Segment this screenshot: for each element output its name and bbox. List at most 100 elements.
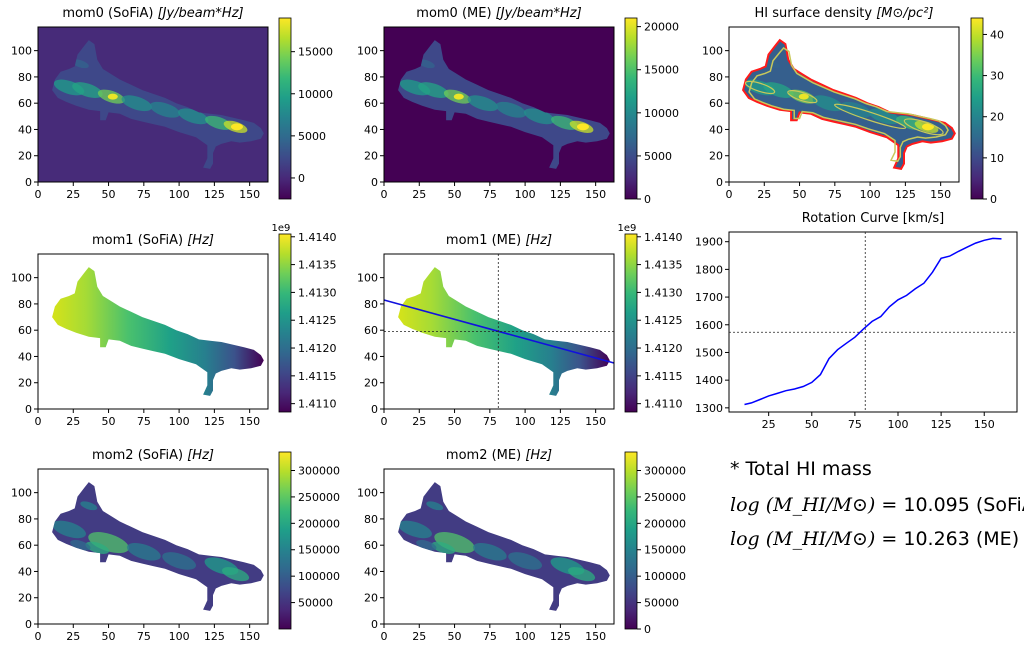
- mom1-sofia-panel: mom1 (SoFiA) [Hz] 0 25 50 75 100 125 150 0 20 40 60…: [11, 223, 337, 428]
- mom1-me-colorbar-tick-label: 1.4110: [644, 398, 683, 411]
- hi-density-peak-east: [921, 123, 934, 131]
- mom0-me-peak-west: [453, 93, 464, 100]
- mom0-me-colorbar-tick-label: 20000: [644, 21, 679, 34]
- mom2-sofia-colorbar-tick-label: 300000: [298, 464, 340, 477]
- hi-density-y-tick-label: 40: [709, 123, 723, 136]
- mom0-sofia-y-tick-label: 20: [18, 150, 32, 163]
- rotation-curve-y-tick-label: 1400: [695, 374, 723, 387]
- mom0-me-x-tick-label: 150: [585, 188, 606, 201]
- mom1-sofia-title: mom1 (SoFiA) [Hz]: [92, 233, 214, 248]
- mom1-sofia-colorbar-offset: 1e9: [272, 223, 291, 234]
- mom2-sofia-x-tick-label: 100: [169, 630, 190, 643]
- mom1-me-x-tick-label: 150: [585, 415, 606, 428]
- hi-density-peak-west: [798, 93, 809, 100]
- mom0-sofia-colorbar-tick-label: 10000: [298, 88, 333, 101]
- mom1-me-colorbar-tick-label: 1.4130: [644, 286, 683, 299]
- mom1-sofia-frame-top: [37, 253, 269, 410]
- hi-density-x-tick-label: 150: [930, 188, 951, 201]
- mom0-sofia-peak-east: [230, 123, 243, 131]
- mom2-me-y-tick-label: 0: [371, 618, 378, 631]
- mom0-sofia-emission-blob: [121, 95, 153, 112]
- mom2-me-colorbar-tick-label: 150000: [644, 544, 686, 557]
- mom0-me-colorbar-tick-label: 0: [644, 193, 651, 206]
- mom2-sofia-y-tick-label: 40: [18, 565, 32, 578]
- mom2-sofia-x-tick-label: 75: [137, 630, 151, 643]
- mom2-me-x-tick-label: 25: [412, 630, 426, 643]
- mom2-me-emission-blob: [508, 552, 543, 570]
- rotation-curve-y-tick-label: 1600: [695, 319, 723, 332]
- mom0-sofia-x-tick-label: 75: [137, 188, 151, 201]
- me-mass-formula: (M_HI/M⊙) =: [765, 528, 904, 550]
- rotation-curve-y-tick-label: 1700: [695, 291, 723, 304]
- hi-density-contour-level: [834, 103, 907, 130]
- mom2-sofia-galaxy-layer: [52, 482, 264, 611]
- mom0-me-y-tick-label: 40: [364, 123, 378, 136]
- mom0-sofia-x-tick-label: 150: [239, 188, 260, 201]
- mom1-sofia-colorbar-tick-label: 1.4120: [298, 342, 337, 355]
- mom1-me-colorbar-tick-label: 1.4125: [644, 314, 683, 327]
- rotation-curve-x-tick-label: 100: [888, 418, 909, 431]
- hi-density-y-tick-label: 100: [702, 45, 723, 58]
- hi-density-colorbar: [970, 17, 984, 200]
- sofia-log-label: log: [730, 494, 766, 516]
- mom2-me-panel: mom2 (ME) [Hz] 0 25 50 75 100 125 150 0 20 40 60 80 1…: [357, 448, 686, 643]
- mom2-sofia-emission-blob: [126, 542, 161, 561]
- mom0-me-y-tick-label: 60: [364, 97, 378, 110]
- mom1-me-colorbar: [624, 233, 638, 413]
- mom1-me-panel: mom1 (ME) [Hz] 0 25 50 75 100 125 150 0 20 40 60 80 1…: [357, 223, 683, 428]
- mom0-sofia-frame-top: [37, 26, 269, 183]
- me-mass-line: log (M_HI/M⊙) = 10.263 (ME): [730, 528, 1019, 550]
- hi-density-contour-level: [744, 80, 776, 95]
- mom1-sofia-colorbar-tick-label: 1.4110: [298, 398, 337, 411]
- mom0-me-colorbar-tick-label: 15000: [644, 64, 679, 77]
- mom1-sofia-x-tick-label: 75: [137, 415, 151, 428]
- rotation-curve-x-tick-label: 75: [848, 418, 862, 431]
- mom0-me-x-tick-label: 50: [448, 188, 462, 201]
- mom2-sofia-colorbar: [278, 451, 292, 630]
- mom1-me-colorbar-tick-label: 1.4120: [644, 342, 683, 355]
- mom0-sofia-title: mom0 (SoFiA) [Jy/beam*Hz]: [62, 6, 243, 21]
- mom2-sofia-panel: mom2 (SoFiA) [Hz] 0 25 50 75 100 125 150 0 20 40 60…: [11, 448, 340, 643]
- mom0-me-y-tick-label: 100: [357, 45, 378, 58]
- hi-density-y-tick-label: 0: [716, 176, 723, 189]
- rotation-curve-panel: Rotation Curve [km/s] 25 50 75 100 125 150 1300…: [695, 211, 1018, 431]
- hi-density-y-tick-label: 20: [709, 150, 723, 163]
- hi-density-y-tick-label: 80: [709, 71, 723, 84]
- hi-density-x-tick-label: 75: [828, 188, 842, 201]
- mom0-me-colorbar-tick-label: 5000: [644, 150, 672, 163]
- mom0-me-x-tick-label: 25: [412, 188, 426, 201]
- mom1-sofia-y-tick-label: 100: [11, 272, 32, 285]
- mom2-me-title: mom2 (ME) [Hz]: [446, 448, 552, 463]
- mom0-me-x-tick-label: 0: [381, 188, 388, 201]
- mom1-me-x-tick-label: 0: [381, 415, 388, 428]
- mom0-sofia-emission-blob: [149, 101, 181, 118]
- mom0-me-peak-east: [576, 123, 589, 131]
- hi-density-x-tick-label: 0: [726, 188, 733, 201]
- hi-density-colorbar-tick-label: 30: [990, 70, 1004, 83]
- mom1-sofia-x-tick-label: 150: [239, 415, 260, 428]
- rotation-curve-frame: [728, 231, 1018, 413]
- mom0-sofia-colorbar: [278, 17, 292, 200]
- mom2-sofia-x-tick-label: 150: [239, 630, 260, 643]
- mom2-me-colorbar: [624, 451, 638, 630]
- mom0-sofia-emission-blob: [177, 108, 209, 125]
- mom1-sofia-x-tick-label: 50: [102, 415, 116, 428]
- mom2-sofia-title: mom2 (SoFiA) [Hz]: [92, 448, 214, 463]
- mom0-sofia-colorbar-tick-label: 15000: [298, 46, 333, 59]
- mom1-sofia-colorbar-tick-label: 1.4130: [298, 286, 337, 299]
- mom2-sofia-emission-blob: [80, 501, 98, 511]
- mom1-me-y-tick-label: 60: [364, 324, 378, 337]
- mom1-me-y-tick-label: 80: [364, 298, 378, 311]
- rotation-curve-x-tick-label: 125: [931, 418, 952, 431]
- mom2-me-emission-blob: [568, 567, 596, 582]
- mom1-me-x-tick-label: 100: [515, 415, 536, 428]
- mom0-me-y-tick-label: 0: [371, 176, 378, 189]
- mom2-sofia-colorbar-tick-label: 50000: [298, 597, 333, 610]
- mom1-sofia-x-tick-label: 125: [204, 415, 225, 428]
- mom0-sofia-y-tick-label: 60: [18, 97, 32, 110]
- mom0-sofia-y-tick-label: 100: [11, 45, 32, 58]
- mom1-sofia-galaxy-layer: [52, 267, 264, 396]
- mom0-me-x-tick-label: 75: [483, 188, 497, 201]
- mom2-me-galaxy-fill: [398, 482, 610, 611]
- mom1-sofia-colorbar-tick-label: 1.4140: [298, 231, 337, 244]
